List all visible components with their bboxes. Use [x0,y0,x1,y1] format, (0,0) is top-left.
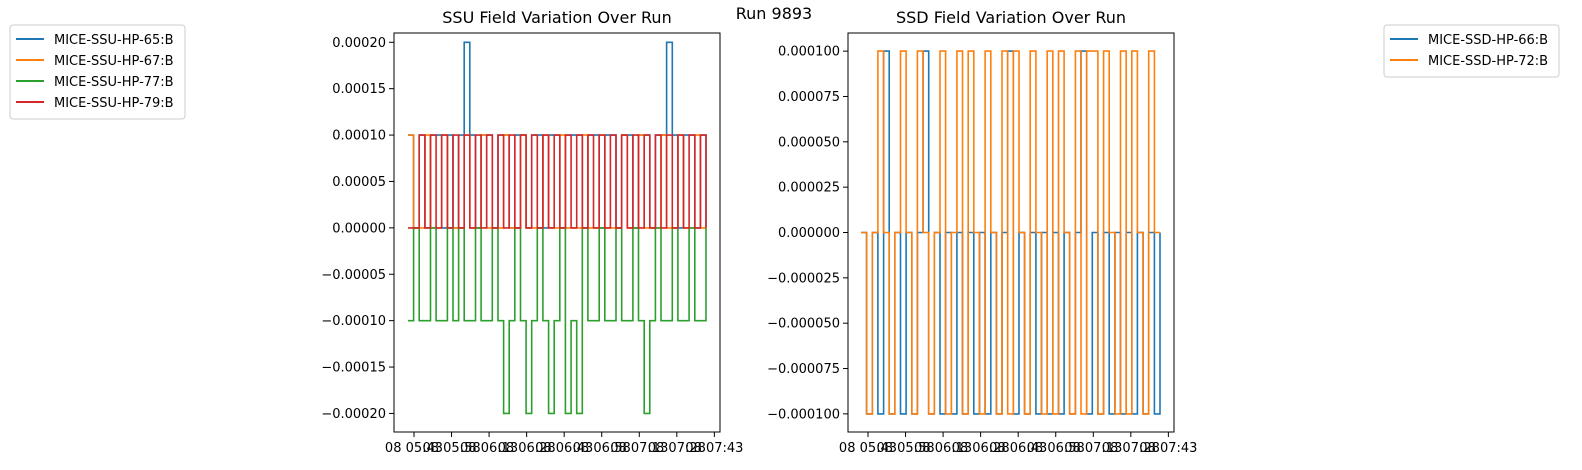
y-tick-label: −0.000075 [767,362,840,377]
y-tick-label: −0.000025 [767,271,840,286]
figure-title: Run 9893 [736,4,812,23]
y-tick-label: −0.00010 [321,314,386,329]
y-tick-label: −0.00020 [321,407,386,422]
legend-box [9,24,186,120]
chart-title: SSU Field Variation Over Run [442,8,671,27]
legend-label: MICE-SSU-HP-65:B [54,33,174,48]
plot-frame [393,32,721,433]
y-tick-label: 0.000000 [778,226,840,241]
y-tick-label: 0.00000 [332,221,386,236]
x-tick-label: 08 07:43 [685,441,743,456]
y-tick-label: −0.00015 [321,361,386,376]
x-tick-label: 08 07:43 [1139,441,1197,456]
x-tick-label: 08 06:28 [498,441,556,456]
chart-title: SSD Field Variation Over Run [896,8,1126,27]
x-tick-label: 08 06:28 [952,441,1010,456]
y-tick-label: 0.00015 [332,82,386,97]
x-tick-label: 08 05:58 [422,441,480,456]
x-tick-label: 08 06:13 [914,441,972,456]
x-tick-label: 08 07:28 [1102,441,1160,456]
legend-box [1383,24,1560,78]
x-tick-label: 08 05:43 [839,441,897,456]
y-tick-label: 0.00005 [332,175,386,190]
legend-label: MICE-SSU-HP-67:B [54,54,174,69]
legend-label: MICE-SSU-HP-79:B [54,96,174,111]
x-tick-label: 08 07:13 [610,441,668,456]
y-tick-label: 0.000050 [778,135,840,150]
series-line [408,134,707,229]
x-tick-label: 08 05:43 [385,441,443,456]
y-tick-label: 0.000100 [778,45,840,60]
x-tick-label: 08 06:58 [1027,441,1085,456]
y-tick-label: −0.000050 [767,317,840,332]
legend-label: MICE-SSD-HP-72:B [1428,54,1548,69]
y-tick-label: −0.00005 [321,268,386,283]
plot-frame [847,32,1175,433]
y-tick-label: 0.00010 [332,129,386,144]
x-tick-label: 08 06:43 [989,441,1047,456]
legend-label: MICE-SSU-HP-77:B [54,75,174,90]
series-line [861,50,1160,415]
y-tick-label: 0.000025 [778,181,840,196]
x-tick-label: 08 06:58 [573,441,631,456]
x-tick-label: 08 07:28 [648,441,706,456]
y-tick-label: −0.000100 [767,407,840,422]
x-tick-label: 08 06:43 [535,441,593,456]
legend-label: MICE-SSD-HP-66:B [1428,33,1548,48]
x-tick-label: 08 07:13 [1064,441,1122,456]
x-tick-label: 08 05:58 [876,441,934,456]
x-tick-label: 08 06:13 [460,441,518,456]
y-tick-label: 0.00020 [332,36,386,51]
y-tick-label: 0.000075 [778,90,840,105]
